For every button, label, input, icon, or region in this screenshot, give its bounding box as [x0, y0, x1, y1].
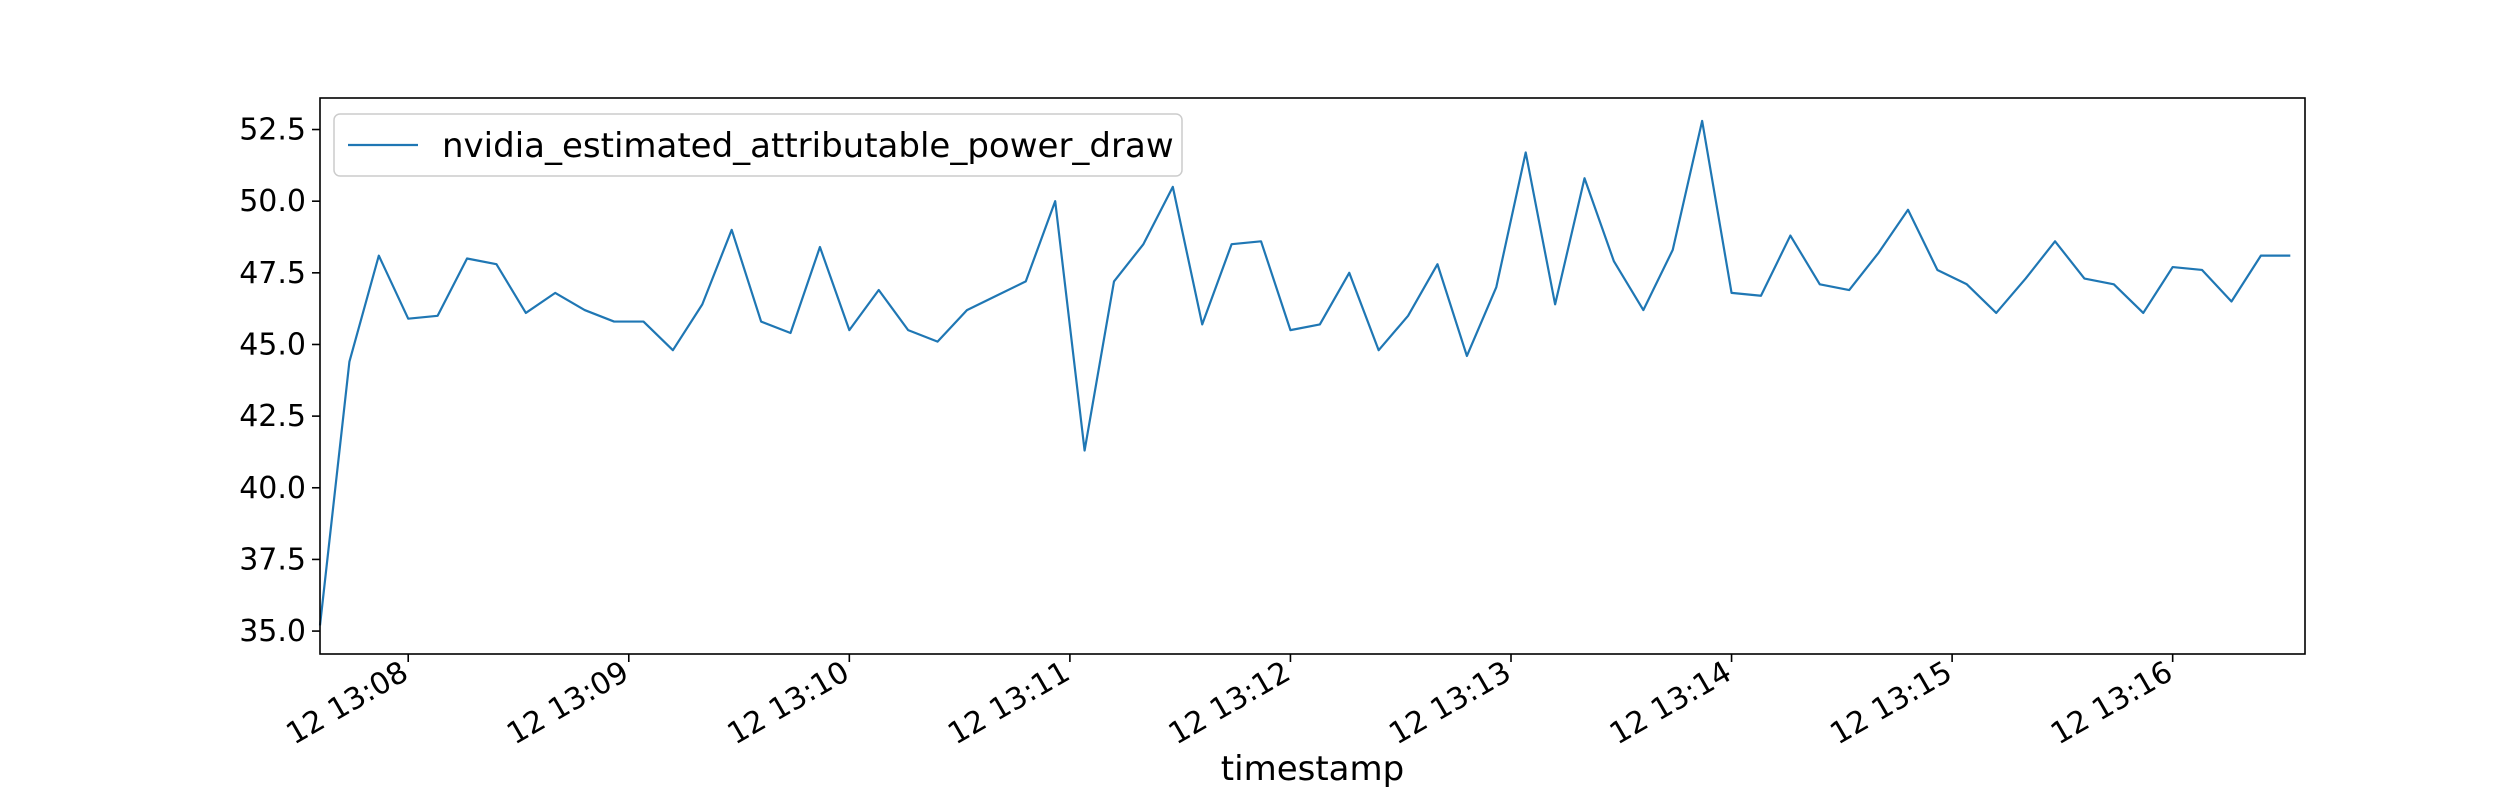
data-point: [436, 315, 438, 317]
data-point: [1348, 272, 1350, 274]
data-point: [1995, 312, 1997, 314]
data-point: [1877, 252, 1879, 254]
data-point: [642, 320, 644, 322]
data-point: [1113, 280, 1115, 282]
data-point: [1319, 323, 1321, 325]
data-point: [1525, 151, 1527, 153]
data-point: [1907, 209, 1909, 211]
data-point: [1466, 355, 1468, 357]
data-point: [1230, 243, 1232, 245]
data-point: [554, 292, 556, 294]
y-tick-label: 50.0: [239, 184, 306, 219]
data-point: [2201, 269, 2203, 271]
data-point: [378, 254, 380, 256]
data-point: [1760, 295, 1762, 297]
data-point: [1083, 449, 1085, 451]
data-point: [701, 303, 703, 305]
data-point: [1436, 263, 1438, 265]
data-point: [1583, 177, 1585, 179]
data-point: [2289, 254, 2291, 256]
data-point: [995, 295, 997, 297]
legend-label: nvidia_estimated_attributable_power_draw: [442, 126, 1174, 166]
data-point: [1260, 240, 1262, 242]
data-point: [1966, 283, 1968, 285]
data-point: [2230, 300, 2232, 302]
data-point: [2054, 240, 2056, 242]
data-point: [878, 289, 880, 291]
data-point: [789, 332, 791, 334]
y-tick-label: 52.5: [239, 113, 306, 148]
y-tick-label: 35.0: [239, 614, 306, 649]
data-point: [1819, 283, 1821, 285]
y-tick-label: 45.0: [239, 327, 306, 362]
data-point: [2260, 254, 2262, 256]
data-point: [1936, 269, 1938, 271]
data-point: [731, 229, 733, 231]
data-point: [348, 360, 350, 362]
data-point: [525, 312, 527, 314]
data-point: [1730, 292, 1732, 294]
legend: nvidia_estimated_attributable_power_draw: [333, 113, 1183, 177]
data-point: [1054, 200, 1056, 202]
data-point: [907, 329, 909, 331]
data-point: [848, 329, 850, 331]
data-point: [407, 317, 409, 319]
plot-frame: [319, 97, 2306, 655]
data-point: [1025, 280, 1027, 282]
data-point: [819, 246, 821, 248]
data-point: [672, 349, 674, 351]
data-point: [1407, 315, 1409, 317]
x-axis-label: timestamp: [1221, 749, 1404, 789]
plot-layer: [318, 119, 2291, 626]
data-point: [760, 320, 762, 322]
data-point: [1554, 303, 1556, 305]
data-point: [1289, 329, 1291, 331]
data-point: [1672, 249, 1674, 251]
data-point: [2083, 277, 2085, 279]
data-point: [613, 320, 615, 322]
data-point: [1701, 120, 1703, 122]
data-point: [1848, 289, 1850, 291]
data-point: [2024, 277, 2026, 279]
data-point: [2171, 266, 2173, 268]
legend-box: [333, 113, 1183, 177]
data-point: [1789, 234, 1791, 236]
data-point: [1172, 186, 1174, 188]
y-tick-label: 47.5: [239, 256, 306, 291]
y-tick-label: 42.5: [239, 399, 306, 434]
data-point: [936, 340, 938, 342]
data-point: [2142, 312, 2144, 314]
y-tick-label: 40.0: [239, 471, 306, 506]
data-point: [1642, 309, 1644, 311]
data-point: [466, 257, 468, 259]
data-point: [966, 309, 968, 311]
data-point: [1142, 243, 1144, 245]
y-tick-label: 37.5: [239, 542, 306, 577]
y-axis: 35.0 37.5 40.0 42.5 45.0 47.5 50.0 52.5: [239, 113, 320, 649]
data-point: [495, 263, 497, 265]
data-point: [1495, 286, 1497, 288]
data-point: [1201, 323, 1203, 325]
data-point: [583, 309, 585, 311]
data-point: [2113, 283, 2115, 285]
data-point: [1377, 349, 1379, 351]
series-line: [318, 119, 2291, 626]
data-point: [1613, 260, 1615, 262]
